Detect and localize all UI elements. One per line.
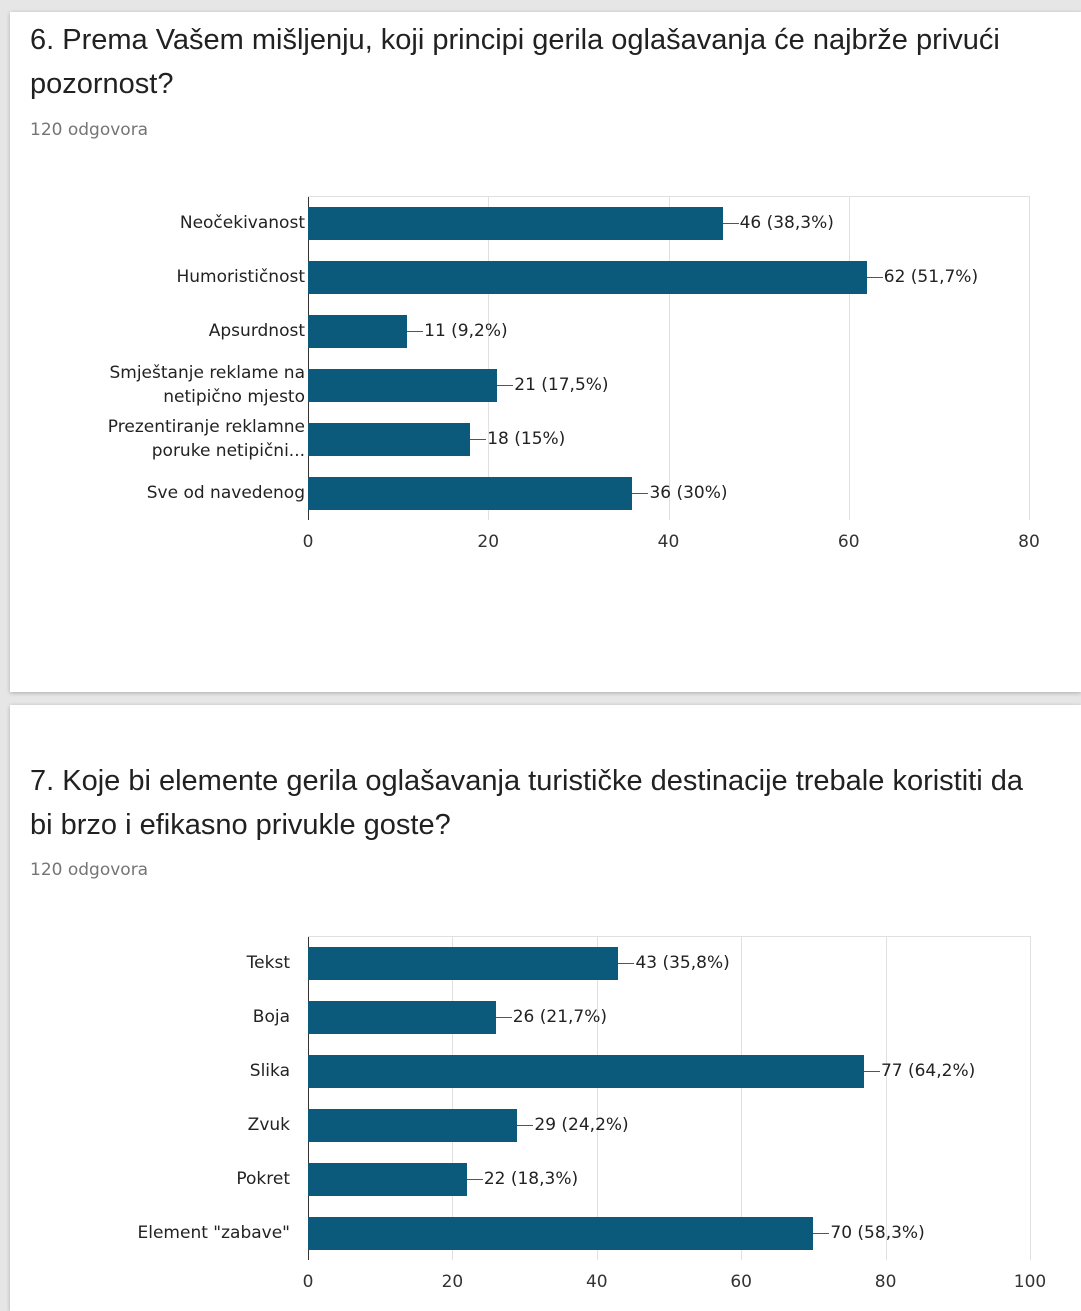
label-leader: [866, 277, 883, 278]
label-leader: [470, 439, 487, 440]
plot-top: [308, 936, 1030, 937]
grid-line: [1029, 196, 1030, 520]
x-tick-label: 100: [1013, 1272, 1047, 1292]
card: [10, 12, 1081, 692]
category-label: Humorističnost: [176, 267, 305, 287]
category-label: Neočekivanost: [179, 213, 305, 233]
label-leader: [517, 1125, 534, 1126]
label-leader: [632, 493, 649, 494]
bar: [308, 368, 498, 402]
bar: [308, 206, 723, 240]
label-leader: [618, 963, 635, 964]
category-label: Apsurdnost: [208, 321, 305, 341]
category-label: Element "zabave": [137, 1223, 291, 1243]
bar: [308, 314, 408, 348]
plot-top: [308, 196, 1029, 197]
grid-line: [452, 936, 454, 1260]
value-label: 46 (38,3%): [739, 213, 834, 233]
value-label: 77 (64,2%): [880, 1061, 976, 1081]
value-label: 11 (9,2%): [424, 321, 508, 341]
response-count: 120 odgovora: [30, 120, 149, 140]
label-leader: [407, 331, 424, 332]
label-leader: [813, 1233, 830, 1234]
x-tick-label: 40: [585, 1272, 608, 1292]
value-label: 22 (18,3%): [483, 1169, 579, 1189]
bar: [308, 260, 867, 294]
x-tick-label: 0: [302, 1272, 314, 1292]
x-tick-label: 20: [477, 532, 500, 552]
x-tick-label: 60: [730, 1272, 753, 1292]
x-tick-label: 20: [441, 1272, 464, 1292]
bar: [308, 1054, 864, 1088]
bar: [308, 1000, 496, 1034]
label-leader: [863, 1071, 880, 1072]
value-label: 18 (15%): [487, 429, 566, 449]
bar: [308, 1108, 518, 1142]
category-label: Zvuk: [247, 1115, 290, 1135]
grid-line: [488, 196, 490, 520]
value-label: 29 (24,2%): [534, 1115, 629, 1135]
grid-line: [668, 196, 670, 520]
question-title: 7. Koje bi elemente gerila oglašavanja t…: [30, 765, 1023, 841]
x-tick-label: 80: [874, 1272, 897, 1292]
category-label: Slika: [249, 1061, 290, 1081]
response-count: 120 odgovora: [30, 860, 149, 880]
x-tick-label: 60: [837, 532, 860, 552]
label-leader: [466, 1179, 483, 1180]
category-label: Prezentiranje reklamne poruke netipični.…: [107, 417, 305, 461]
value-label: 26 (21,7%): [512, 1007, 608, 1027]
label-leader: [495, 1017, 512, 1018]
category-label: Tekst: [246, 953, 290, 973]
bar: [308, 946, 619, 980]
value-label: 62 (51,7%): [883, 267, 979, 287]
grid-line: [308, 196, 309, 520]
grid-line: [308, 936, 309, 1260]
question-title: 6. Prema Vašem mišljenju, koji principi …: [30, 24, 1000, 100]
bar: [308, 1216, 814, 1250]
grid-line: [741, 936, 743, 1260]
bar: [308, 476, 633, 510]
value-label: 70 (58,3%): [830, 1223, 925, 1243]
value-label: 21 (17,5%): [514, 375, 609, 395]
value-label: 36 (30%): [649, 483, 728, 503]
bar: [308, 1162, 467, 1196]
grid-line: [1030, 936, 1031, 1260]
category-label: Boja: [252, 1007, 290, 1027]
value-label: 43 (35,8%): [635, 953, 730, 973]
category-label: Pokret: [236, 1169, 290, 1189]
category-label: Sve od navedenog: [146, 483, 305, 503]
grid-line: [596, 936, 598, 1260]
label-leader: [722, 223, 739, 224]
x-tick-label: 40: [657, 532, 680, 552]
label-leader: [497, 385, 514, 386]
category-label: Smještanje reklame na netipično mjesto: [109, 363, 305, 407]
x-tick-label: 0: [302, 532, 314, 552]
grid-line: [885, 936, 887, 1260]
grid-line: [848, 196, 850, 520]
x-tick-label: 80: [1018, 532, 1040, 552]
card: [10, 705, 1081, 1311]
bar: [308, 422, 471, 456]
